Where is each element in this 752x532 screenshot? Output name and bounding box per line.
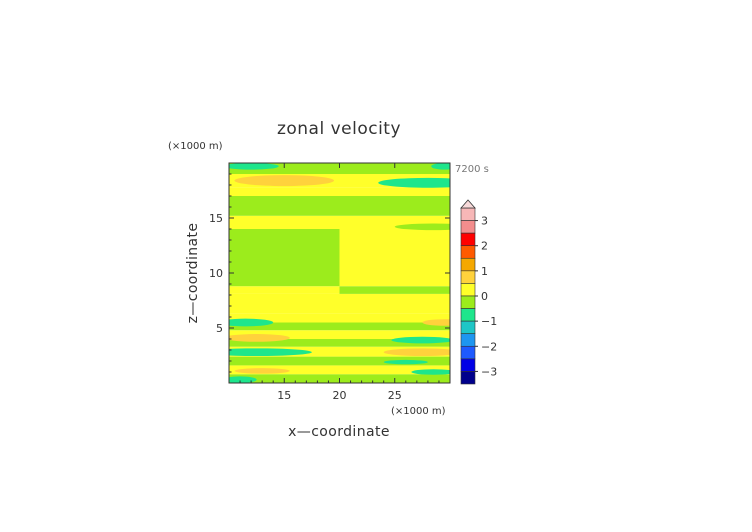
band-right-10 [339, 229, 450, 287]
band-left-4 [229, 339, 340, 347]
band-right-4 [339, 339, 450, 347]
colorbar-level-11 [460, 345, 476, 360]
colorbar-level-12 [460, 358, 476, 372]
colorbar: 3 2 1 0 −1 −2 −3 [460, 199, 497, 385]
band-right-7 [339, 313, 450, 323]
colorbar-label-3: 3 [481, 215, 488, 228]
band-right-5 [339, 330, 450, 339]
band-left-15 [229, 163, 340, 174]
y-tick-label-15: 15 [209, 212, 223, 225]
contour-feature-4 [394, 223, 450, 231]
colorbar-label--2: −2 [481, 340, 497, 353]
band-right-15 [339, 163, 450, 174]
colorbar-level-6 [460, 283, 476, 297]
colorbar-level-2 [460, 232, 476, 247]
colorbar-level-13 [460, 371, 476, 385]
band-right-9 [339, 286, 450, 294]
band-left-12 [229, 196, 340, 216]
band-left-13 [229, 187, 340, 196]
y-unit-label: (×1000 m) [168, 141, 223, 152]
colorbar-level-8 [460, 308, 476, 322]
time-label: 7200 s [455, 164, 489, 175]
band-left-11 [229, 215, 340, 229]
chart-title: zonal velocity [277, 119, 401, 139]
contour-feature-14 [229, 376, 257, 383]
colorbar-label--3: −3 [481, 365, 497, 378]
band-right-8 [339, 293, 450, 314]
colorbar-label--1: −1 [481, 315, 497, 328]
colorbar-level-10 [460, 333, 476, 347]
x-tick-label-15: 15 [277, 389, 291, 402]
contour-feature-13 [411, 369, 450, 375]
contour-feature-0 [234, 175, 334, 187]
contour-feature-11 [383, 359, 428, 365]
colorbar-label-2: 2 [481, 240, 488, 253]
contour-feature-9 [229, 348, 312, 357]
contour-feature-1 [378, 177, 450, 188]
band-right-12 [339, 196, 450, 216]
x-tick-label-20: 20 [333, 389, 347, 402]
contour-feature-5 [229, 318, 274, 327]
x-axis: 15 20 25 [239, 163, 440, 402]
y-tick-label-10: 10 [209, 267, 223, 280]
y-tick-label-5: 5 [216, 322, 223, 335]
contour-feature-2 [229, 163, 279, 170]
contour-feature-10 [383, 348, 450, 357]
band-right-13 [339, 187, 450, 196]
contour-feature-8 [229, 334, 290, 342]
colorbar-level-4 [460, 257, 476, 272]
colorbar-level-0 [460, 207, 476, 221]
band-left-9 [229, 286, 340, 294]
band-left-10 [229, 229, 340, 287]
colorbar-label-1: 1 [481, 265, 488, 278]
colorbar-extend-arrow [460, 199, 476, 209]
x-unit-label: (×1000 m) [391, 406, 446, 417]
band-left-5 [229, 330, 340, 339]
y-axis-label: z—coordinate [185, 223, 201, 324]
contour-feature-6 [422, 319, 450, 326]
colorbar-level-1 [460, 220, 476, 234]
y-axis: 5 10 15 [209, 173, 450, 373]
contour-feature-12 [234, 368, 290, 374]
contour-feature-3 [431, 163, 450, 170]
band-left-7 [229, 313, 340, 323]
colorbar-level-9 [460, 320, 476, 335]
x-tick-label-25: 25 [388, 389, 402, 402]
band-right-6 [339, 322, 450, 331]
band-left-6 [229, 322, 340, 331]
x-axis-label: x—coordinate [288, 424, 390, 440]
plot-area [229, 163, 450, 383]
colorbar-level-3 [460, 245, 476, 259]
contour-feature-7 [391, 336, 450, 344]
band-left-2 [229, 356, 340, 366]
colorbar-level-7 [460, 295, 476, 309]
band-left-8 [229, 293, 340, 314]
band-right-1 [339, 365, 450, 375]
colorbar-label-0: 0 [481, 290, 488, 303]
colorbar-level-5 [460, 270, 476, 284]
